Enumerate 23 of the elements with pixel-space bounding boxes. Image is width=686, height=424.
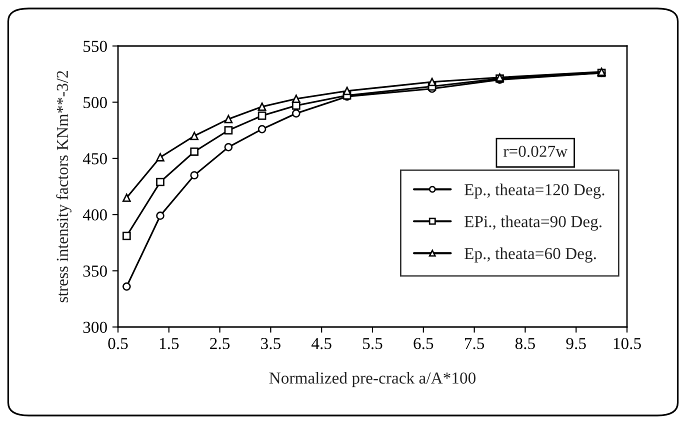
x-tick-label: 5.5 (363, 338, 382, 350)
legend-label: Ep., theata=60 Deg. (464, 247, 596, 263)
y-axis-title: stress intensity factors KNm**-3/2 (56, 71, 72, 302)
y-tick-label: 450 (82, 153, 107, 164)
x-tick-label: 8.5 (515, 338, 535, 350)
x-tick-label: 9.5 (566, 338, 586, 350)
x-tick-label: 6.5 (414, 338, 434, 350)
x-tick-label: 10.5 (614, 338, 641, 350)
x-tick-label: 7.5 (464, 338, 484, 350)
y-tick-label: 550 (84, 40, 107, 52)
y-tick-label: 300 (83, 322, 107, 333)
y-tick-label: 500 (84, 96, 107, 108)
x-tick-label: 4.5 (312, 338, 332, 350)
y-tick-label: 350 (83, 266, 107, 277)
x-tick-label: 1.5 (160, 338, 179, 350)
annotation: r=0.027w (503, 146, 568, 158)
legend-label: EPi., theata=90 Deg. (464, 216, 602, 231)
x-axis-title: Normalized pre-crack a/A*100 (269, 372, 476, 388)
legend-label: Ep., theata=120 Deg. (464, 184, 604, 199)
x-tick-label: 3.5 (261, 338, 280, 350)
x-tick-label: 0.5 (108, 338, 128, 350)
y-tick-label: 400 (82, 209, 107, 221)
x-tick-label: 2.5 (210, 338, 230, 350)
